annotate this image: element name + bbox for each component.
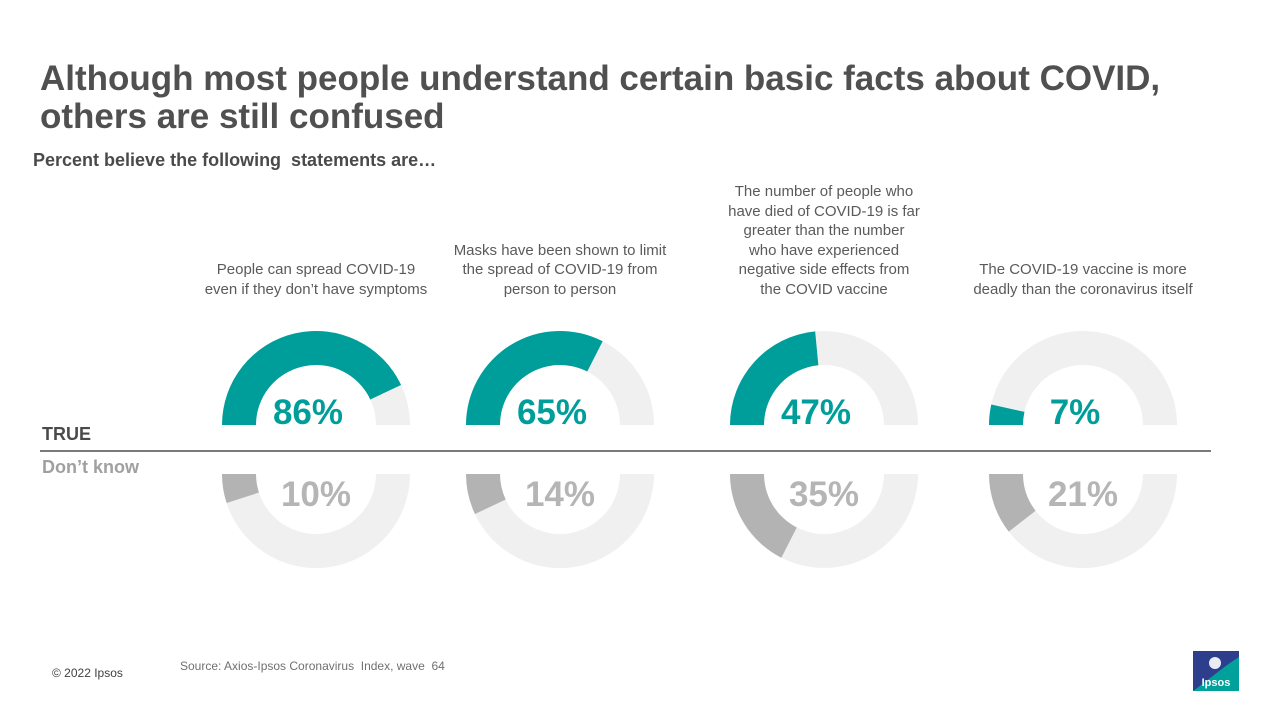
- dont-know-gauge-fill: [466, 474, 506, 515]
- statement-label-3: The number of people who have died of COV…: [699, 182, 949, 299]
- true-gauge-fill: [465, 331, 603, 425]
- statement-line: The COVID-19 vaccine is more: [979, 261, 1187, 278]
- chart-subtitle: Percent believe the following statements…: [33, 150, 437, 170]
- statement-line: The number of people who: [734, 183, 914, 200]
- true-gauge-track: [989, 331, 1177, 425]
- true-row-label: TRUE: [42, 424, 91, 444]
- true-percent-label: 47%: [781, 393, 851, 432]
- statement-line: People can spread COVID-19: [216, 261, 416, 278]
- true-gauge-fill: [222, 330, 402, 425]
- dont-know-gauge-fill: [989, 474, 1036, 532]
- statement-line: Masks have been shown to limit: [453, 241, 667, 259]
- statement-label-2: Masks have been shown to limit the spread…: [435, 241, 685, 300]
- true-percent-label: 7%: [1050, 393, 1101, 432]
- statement-line: who have experienced: [748, 241, 900, 259]
- statement-line: negative side effects from: [738, 261, 910, 278]
- logo-text: Ipsos: [1202, 677, 1231, 689]
- dont-know-percent-label: 35%: [789, 475, 859, 514]
- dont-know-percent-label: 14%: [525, 475, 595, 514]
- statement-label-4: The COVID-19 vaccine is more deadly than …: [958, 260, 1208, 299]
- ipsos-logo-icon: Ipsos: [1193, 651, 1239, 691]
- statement-line: deadly than the coronavirus itself: [973, 280, 1193, 298]
- true-percent-label: 65%: [517, 393, 587, 432]
- dont-know-percent-label: 10%: [281, 475, 351, 514]
- true-gauge-fill: [729, 331, 819, 425]
- dont-know-gauge-track: [222, 474, 410, 568]
- true-gauge-fill: [989, 404, 1025, 425]
- dont-know-percent-label: 21%: [1048, 475, 1118, 514]
- copyright: © 2022 Ipsos: [52, 666, 123, 680]
- row-divider: [40, 450, 1211, 452]
- dont-know-gauge-fill: [730, 474, 797, 558]
- statement-line: even if they don’t have symptoms: [204, 280, 428, 298]
- dont-know-gauge-track: [466, 474, 654, 568]
- page-title: Although most people understand certain …: [40, 59, 1161, 136]
- dont-know-gauge-fill: [222, 474, 259, 504]
- statement-line: greater than the number: [743, 222, 905, 239]
- statement-line: the spread of COVID-19 from: [462, 261, 658, 278]
- true-percent-label: 86%: [273, 393, 343, 432]
- statement-line: person to person: [503, 280, 617, 298]
- source-note: Source: Axios-Ipsos Coronavirus Index, w…: [180, 659, 445, 673]
- statement-line: the COVID vaccine: [760, 280, 888, 298]
- dont-know-gauge-track: [989, 474, 1177, 568]
- statement-line: have died of COVID-19 is far: [728, 202, 920, 220]
- statement-label-1: People can spread COVID-19 even if they d…: [191, 260, 441, 299]
- dont-know-row-label: Don’t know: [42, 457, 139, 477]
